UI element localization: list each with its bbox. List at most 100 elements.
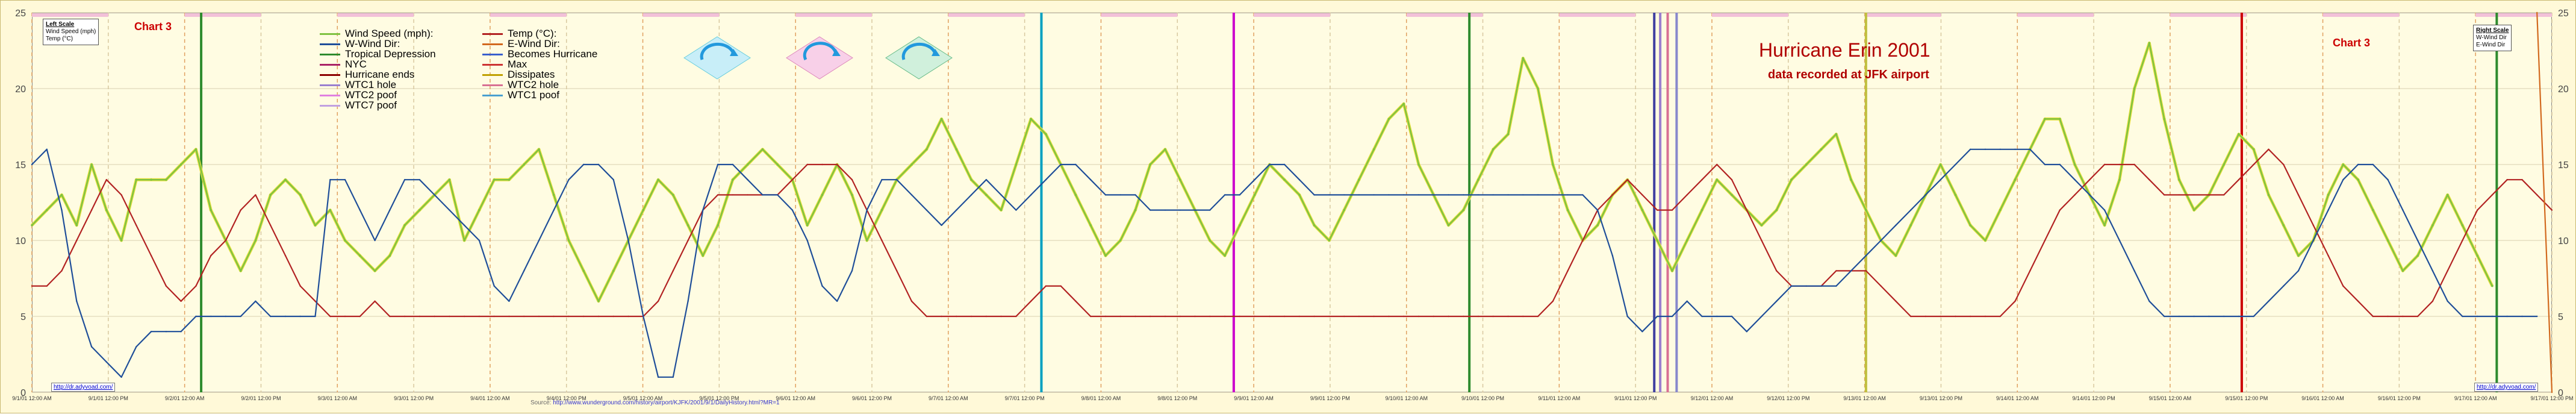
data-point — [2297, 270, 2300, 272]
data-point — [1671, 269, 1673, 272]
data-point — [806, 163, 808, 166]
data-point — [2238, 179, 2240, 181]
data-point — [389, 315, 391, 318]
data-point — [2178, 194, 2180, 196]
data-point — [1119, 315, 1121, 318]
legend-swatch — [320, 104, 340, 107]
data-point — [2253, 163, 2254, 166]
data-point — [270, 315, 272, 318]
data-point — [2416, 239, 2419, 242]
chart-tag-left: Chart 3 — [134, 20, 172, 33]
data-point — [1119, 239, 1122, 242]
data-point — [2327, 193, 2330, 196]
data-point — [1641, 331, 1643, 333]
data-point — [2536, 315, 2538, 318]
y-tick-label-left: 5 — [20, 312, 26, 322]
data-point — [926, 148, 928, 151]
data-point — [732, 163, 734, 166]
data-point — [2536, 194, 2538, 196]
data-point — [806, 224, 809, 227]
hurricane-icon — [885, 36, 953, 80]
data-point — [2357, 178, 2359, 181]
data-point — [76, 300, 78, 302]
data-point — [255, 194, 257, 196]
source-link[interactable]: http://www.wunderground.com/history/airp… — [553, 400, 780, 406]
data-point — [135, 178, 138, 181]
data-point — [1372, 148, 1375, 151]
data-point — [553, 315, 555, 318]
site-url-left[interactable]: http://dr.adyvoad.com/ — [51, 383, 116, 392]
data-point — [2387, 315, 2389, 318]
data-point — [1657, 209, 1658, 211]
data-point — [1552, 163, 1554, 166]
data-point — [1999, 148, 2001, 150]
data-point — [2133, 163, 2135, 166]
data-point — [2401, 269, 2404, 272]
x-tick-label: 9/1/01 12:00 PM — [89, 395, 128, 401]
y-tick-label-left: 20 — [15, 84, 26, 95]
data-point — [329, 179, 331, 181]
data-point — [2044, 163, 2046, 166]
data-point — [672, 270, 674, 272]
data-point — [1477, 315, 1479, 318]
data-point — [195, 285, 197, 287]
data-point — [1700, 209, 1703, 212]
data-point — [2103, 224, 2106, 227]
data-point — [806, 239, 808, 242]
data-point — [150, 255, 152, 257]
data-point — [553, 209, 555, 211]
date-band — [2322, 13, 2400, 17]
data-point — [717, 224, 719, 227]
data-point — [1417, 194, 1420, 196]
legend-label: E-Wind Dir: — [508, 38, 560, 49]
left-scale-box: Left Scale Wind Speed (mph) Temp (°C) — [43, 19, 99, 45]
data-point — [881, 239, 883, 242]
data-point — [1507, 315, 1509, 318]
data-point — [314, 315, 316, 318]
data-point — [180, 331, 182, 333]
data-point — [374, 239, 376, 242]
data-point — [1149, 163, 1151, 166]
site-url-right[interactable]: http://dr.adyvoad.com/ — [2474, 383, 2539, 392]
legend-label: WTC1 hole — [345, 79, 397, 90]
x-tick-label: 9/7/01 12:00 PM — [1005, 395, 1045, 401]
legend-label: Tropical Depression — [345, 48, 436, 60]
data-point — [225, 315, 227, 318]
data-point — [135, 224, 137, 226]
data-point — [1582, 194, 1584, 196]
data-point — [1910, 315, 1912, 318]
legend-label: WTC1 poof — [508, 89, 559, 101]
legend-swatch — [482, 74, 503, 76]
y-tick-label-right: 0 — [2558, 388, 2563, 398]
data-point — [2476, 254, 2479, 257]
data-point — [1776, 300, 1778, 302]
series-line — [31, 148, 2537, 378]
legend-label: WTC2 hole — [508, 79, 559, 90]
series-line — [31, 42, 2494, 303]
right-scale-box: Right Scale W-Wind Dir E-Wind Dir — [2473, 25, 2512, 51]
data-point — [2103, 163, 2106, 166]
y-tick-label-left: 0 — [20, 388, 26, 398]
data-point — [2044, 118, 2046, 121]
x-tick-label: 9/3/01 12:00 PM — [394, 395, 434, 401]
data-point — [46, 209, 48, 212]
series-line — [32, 148, 2553, 318]
x-tick-label: 9/10/01 12:00 PM — [1461, 395, 1504, 401]
chart-title: Hurricane Erin 2001 — [1759, 39, 1930, 61]
y-tick-label-right: 20 — [2558, 84, 2569, 95]
data-point — [1328, 315, 1330, 318]
data-point — [508, 178, 511, 181]
left-scale-title: Left Scale — [46, 21, 75, 28]
data-point — [1567, 270, 1569, 272]
date-band — [1559, 13, 1636, 17]
data-point — [254, 239, 257, 242]
data-point — [1388, 315, 1390, 318]
data-point — [538, 148, 540, 151]
data-point — [1552, 300, 1554, 302]
data-point — [1939, 163, 1942, 166]
data-point — [165, 331, 167, 333]
data-point — [270, 224, 272, 226]
data-point — [821, 285, 823, 287]
data-point — [269, 193, 272, 196]
data-point — [1403, 194, 1405, 196]
